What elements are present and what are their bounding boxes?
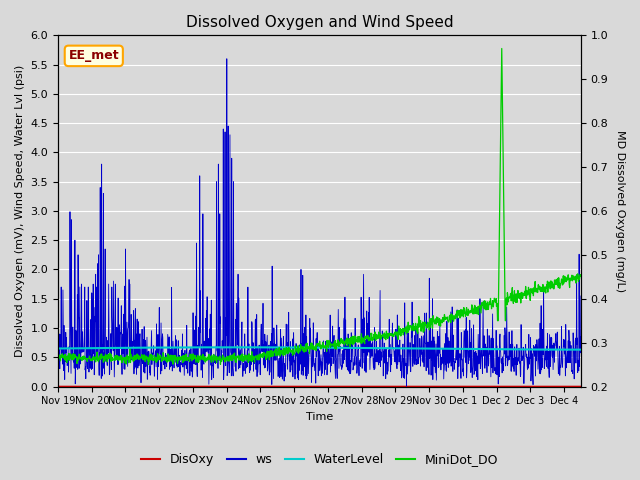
Y-axis label: Dissolved Oxygen (mV), Wind Speed, Water Lvl (psi): Dissolved Oxygen (mV), Wind Speed, Water… [15,65,25,357]
Legend: DisOxy, ws, WaterLevel, MiniDot_DO: DisOxy, ws, WaterLevel, MiniDot_DO [136,448,504,471]
Y-axis label: MD Dissolved Oxygen (mg/L): MD Dissolved Oxygen (mg/L) [615,130,625,292]
X-axis label: Time: Time [306,412,333,422]
Text: EE_met: EE_met [68,49,119,62]
Title: Dissolved Oxygen and Wind Speed: Dissolved Oxygen and Wind Speed [186,15,453,30]
